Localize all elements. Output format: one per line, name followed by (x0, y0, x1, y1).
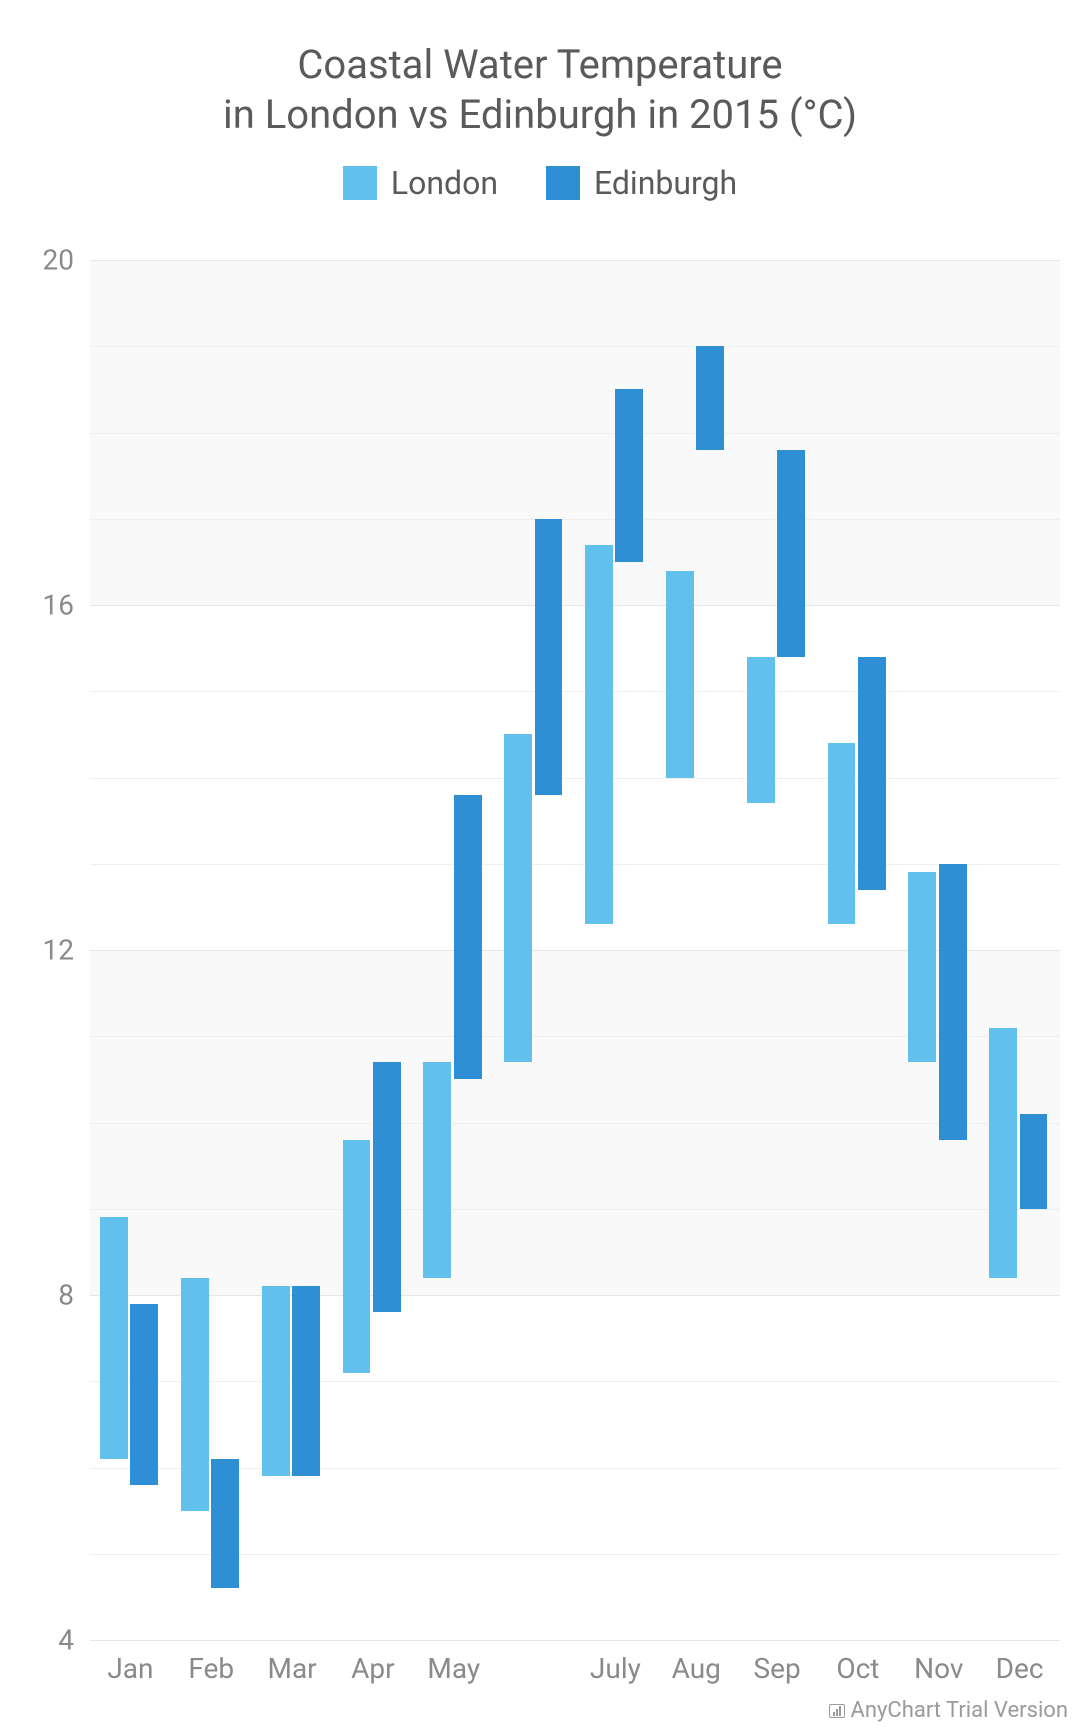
legend-swatch (343, 166, 377, 200)
range-bar[interactable] (343, 1140, 371, 1373)
credits: AnyChart Trial Version (829, 1698, 1069, 1723)
x-tick-label: Nov (914, 1652, 963, 1685)
range-bar[interactable] (292, 1286, 320, 1476)
y-tick-label: 16 (43, 589, 74, 622)
x-tick-label: Aug (672, 1652, 721, 1685)
range-bar[interactable] (615, 389, 643, 562)
range-bar[interactable] (181, 1278, 209, 1511)
range-bar[interactable] (666, 571, 694, 778)
x-axis: JanFebMarAprMayJulyAugSepOctNovDec (90, 1640, 1060, 1680)
gridline-major (90, 605, 1060, 606)
gridline-minor (90, 864, 1060, 865)
range-bar[interactable] (130, 1304, 158, 1485)
bar-chart-icon (829, 1704, 845, 1718)
legend-label: London (391, 164, 498, 202)
y-tick-label: 20 (43, 244, 74, 277)
gridline-minor (90, 346, 1060, 347)
range-bar[interactable] (747, 657, 775, 804)
range-bar[interactable] (939, 864, 967, 1140)
chart-title: Coastal Water Temperature in London vs E… (0, 0, 1080, 140)
range-bar[interactable] (696, 346, 724, 450)
gridline-minor (90, 1123, 1060, 1124)
x-tick-label: Feb (188, 1652, 234, 1685)
title-line-2: in London vs Edinburgh in 2015 (°C) (0, 90, 1080, 140)
gridline-major (90, 260, 1060, 261)
range-bar[interactable] (777, 450, 805, 657)
x-tick-label: Dec (996, 1652, 1044, 1685)
range-bar[interactable] (989, 1028, 1017, 1278)
x-tick-label: Apr (351, 1652, 394, 1685)
y-tick-label: 8 (58, 1279, 74, 1312)
range-bar[interactable] (828, 743, 856, 924)
chart-plot-area: 48121620 (90, 260, 1060, 1640)
gridline-minor (90, 1381, 1060, 1382)
range-bar[interactable] (454, 795, 482, 1080)
x-tick-label: May (427, 1652, 480, 1685)
range-bar[interactable] (858, 657, 886, 890)
x-tick-label: Oct (836, 1652, 879, 1685)
gridline-minor (90, 778, 1060, 779)
range-bar[interactable] (1020, 1114, 1048, 1209)
gridline-minor (90, 433, 1060, 434)
legend-item[interactable]: Edinburgh (546, 164, 737, 202)
gridline-minor (90, 691, 1060, 692)
range-bar[interactable] (423, 1062, 451, 1278)
range-bar[interactable] (504, 734, 532, 1062)
range-bar[interactable] (373, 1062, 401, 1312)
x-tick-label: Jan (107, 1652, 153, 1685)
range-bar[interactable] (100, 1217, 128, 1459)
credits-text: AnyChart Trial Version (851, 1698, 1069, 1723)
title-line-1: Coastal Water Temperature (0, 40, 1080, 90)
x-tick-label: Mar (267, 1652, 316, 1685)
range-bar[interactable] (262, 1286, 290, 1476)
range-bar[interactable] (535, 519, 563, 795)
gridline-minor (90, 519, 1060, 520)
legend: London Edinburgh (0, 164, 1080, 202)
x-tick-label: Sep (753, 1652, 800, 1685)
legend-item[interactable]: London (343, 164, 498, 202)
range-bar[interactable] (211, 1459, 239, 1588)
y-tick-label: 12 (43, 934, 74, 967)
gridline-minor (90, 1209, 1060, 1210)
y-tick-label: 4 (58, 1624, 74, 1657)
legend-swatch (546, 166, 580, 200)
range-bar[interactable] (908, 872, 936, 1062)
plot: 48121620 (90, 260, 1060, 1640)
gridline-major (90, 1295, 1060, 1296)
legend-label: Edinburgh (594, 164, 737, 202)
x-tick-label: July (590, 1652, 641, 1685)
range-bar[interactable] (585, 545, 613, 925)
